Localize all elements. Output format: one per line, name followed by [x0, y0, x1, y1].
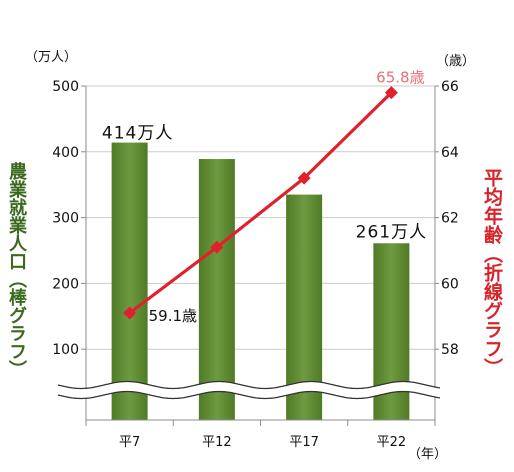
y-tick-label: 400	[52, 145, 79, 161]
x-tick-label: 平22	[377, 435, 407, 450]
y-axis-title: 農業就業人口（棒グラフ）	[6, 162, 27, 378]
bar-2	[198, 159, 235, 420]
y-tick-label: 100	[52, 342, 79, 358]
y-unit-label: （万人）	[25, 50, 77, 65]
y2-tick-label: 62	[441, 211, 459, 227]
line-point-4	[384, 86, 398, 100]
line-point-1	[123, 306, 137, 320]
data-label: 65.8歳	[376, 69, 424, 87]
line-series	[123, 86, 398, 320]
line-point-3	[297, 171, 311, 185]
axis-break-line	[57, 390, 441, 400]
axis-break-line	[57, 380, 441, 390]
y2-tick-label: 58	[441, 342, 459, 358]
y2-tick-label: 66	[441, 79, 459, 95]
y2-axis-title: 平均年齢（折線グラフ）	[481, 168, 503, 377]
bar-1	[111, 142, 148, 420]
x-unit-label: （年）	[408, 447, 447, 462]
x-tick-label: 平7	[119, 435, 140, 450]
bar-series	[111, 142, 410, 420]
y2-tick-label: 64	[441, 145, 459, 161]
y-tick-label: 300	[52, 211, 79, 227]
data-label: 59.1歳	[149, 307, 197, 325]
x-tick-label: 平12	[202, 435, 232, 450]
axis-break	[57, 380, 441, 400]
chart-labels: 100 200 300 400 500 58 60 62 64 66 平7 平12 平17 平22 414万…	[52, 69, 459, 450]
average-age-line	[128, 91, 393, 315]
data-label: 261万人	[356, 222, 427, 242]
y2-tick-label: 60	[441, 276, 459, 292]
x-axis	[85, 419, 436, 426]
x-tick-label: 平17	[289, 435, 319, 450]
y-tick-label: 500	[52, 79, 79, 95]
y-tick-label: 200	[52, 276, 79, 292]
axis-break-gap	[58, 381, 440, 399]
data-label: 414万人	[102, 124, 173, 144]
y2-unit-label: （歳）	[436, 54, 475, 69]
axes	[81, 85, 439, 420]
line-point-2	[210, 240, 224, 254]
